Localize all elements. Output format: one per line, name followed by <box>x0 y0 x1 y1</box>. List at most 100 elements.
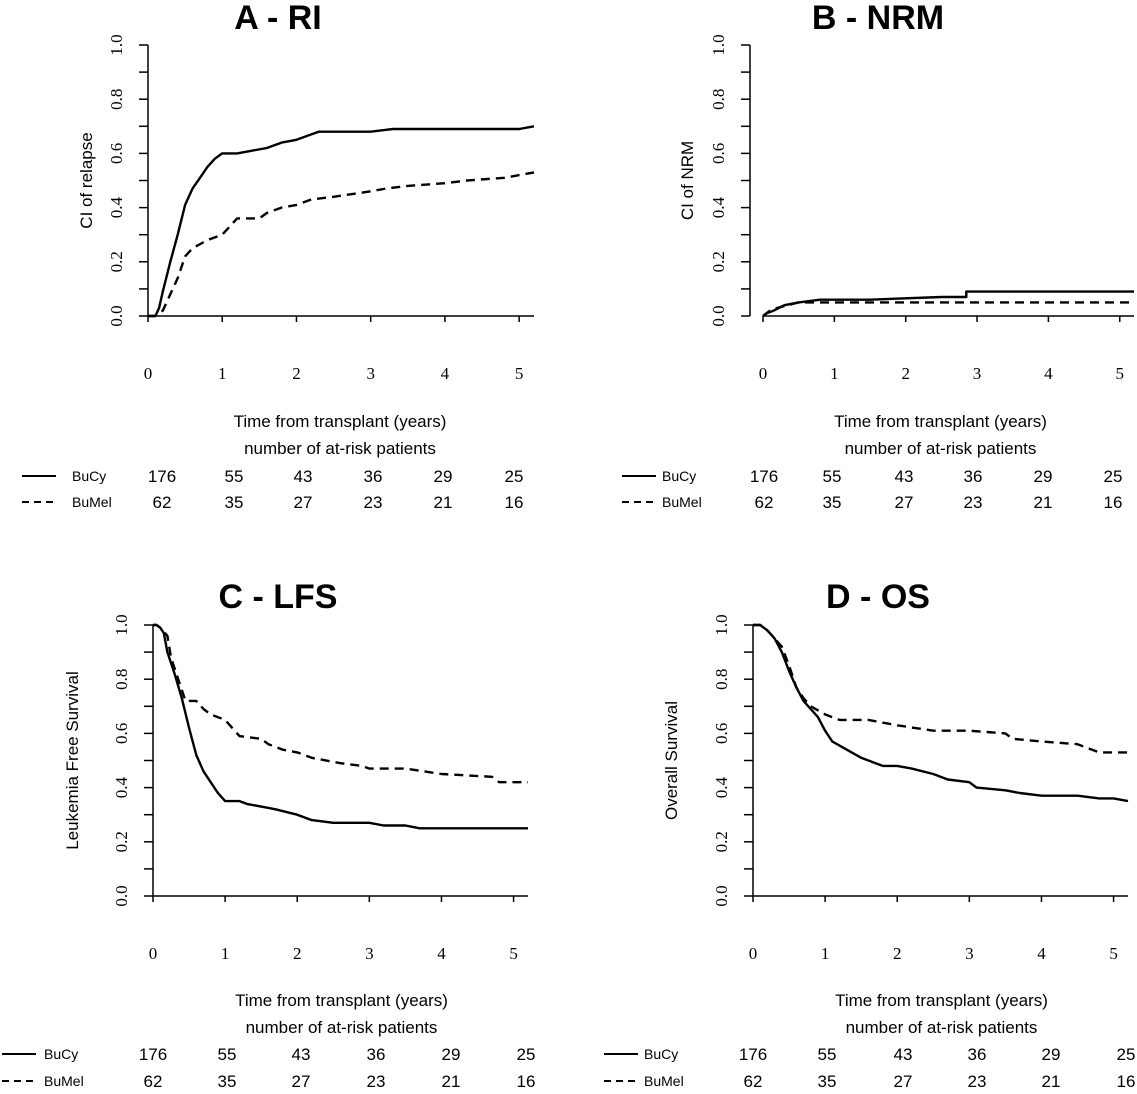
y-tick-label: 0.2 <box>709 251 728 272</box>
y-tick-label: 0.0 <box>712 885 731 906</box>
x-tick-label: 1 <box>221 944 230 963</box>
at-risk-count: 35 <box>818 1072 837 1091</box>
at-risk-count: 29 <box>434 467 453 486</box>
at-risk-count: 21 <box>442 1072 461 1091</box>
y-tick-label: 0.6 <box>112 723 131 744</box>
legend-label: BuCy <box>72 468 106 484</box>
at-risk-count: 36 <box>364 467 383 486</box>
at-risk-count: 16 <box>505 493 524 512</box>
series-line-bumel <box>153 623 528 784</box>
y-tick-label: 0.4 <box>709 196 728 218</box>
at-risk-count: 176 <box>739 1045 767 1064</box>
y-tick-label: 0.6 <box>107 143 126 164</box>
risk-table-header: number of at-risk patients <box>846 1018 1038 1037</box>
panel-a: A - RI0.00.20.40.60.81.00 1 2 3 4 5CI of rela… <box>22 0 535 512</box>
y-axis-label: Overall Survival <box>662 701 681 820</box>
series-line-bumel <box>762 301 1134 317</box>
at-risk-count: 176 <box>750 467 778 486</box>
at-risk-count: 27 <box>294 493 313 512</box>
x-tick-label: 2 <box>293 944 302 963</box>
at-risk-count: 55 <box>823 467 842 486</box>
at-risk-count: 25 <box>517 1045 536 1064</box>
at-risk-count: 43 <box>292 1045 311 1064</box>
legend-label: BuMel <box>72 494 112 510</box>
y-tick-label: 1.0 <box>712 614 731 635</box>
y-axis-label: Leukemia Free Survival <box>63 671 82 850</box>
y-axis-label: CI of NRM <box>678 141 697 220</box>
at-risk-count: 35 <box>823 493 842 512</box>
at-risk-count: 43 <box>894 1045 913 1064</box>
series-line-bucy <box>153 623 528 830</box>
x-axis-label: Time from transplant (years) <box>235 991 448 1010</box>
x-axis-label: Time from transplant (years) <box>835 991 1048 1010</box>
at-risk-count: 16 <box>1117 1072 1136 1091</box>
at-risk-count: 55 <box>218 1045 237 1064</box>
at-risk-count: 27 <box>895 493 914 512</box>
at-risk-count: 21 <box>1034 493 1053 512</box>
y-tick-label: 0.0 <box>709 305 728 326</box>
y-tick-label: 0.0 <box>107 305 126 326</box>
y-tick-label: 0.8 <box>107 89 126 110</box>
y-tick-label: 0.8 <box>709 89 728 110</box>
series-line-bucy <box>753 623 1129 803</box>
y-tick-label: 0.8 <box>712 669 731 690</box>
at-risk-count: 176 <box>148 467 176 486</box>
y-tick-label: 0.4 <box>712 776 731 798</box>
x-tick-label: 0 <box>759 364 768 383</box>
x-tick-label: 4 <box>1037 944 1046 963</box>
x-tick-label: 4 <box>437 944 446 963</box>
at-risk-count: 36 <box>968 1045 987 1064</box>
series-line-bumel <box>753 623 1128 754</box>
at-risk-count: 25 <box>505 467 524 486</box>
x-tick-label: 2 <box>292 364 301 383</box>
at-risk-count: 36 <box>367 1045 386 1064</box>
x-tick-label: 2 <box>901 364 910 383</box>
at-risk-count: 62 <box>144 1072 163 1091</box>
at-risk-count: 36 <box>964 467 983 486</box>
series-line-bucy <box>762 290 1134 317</box>
risk-table-header: number of at-risk patients <box>246 1018 438 1037</box>
x-axis-label: Time from transplant (years) <box>834 412 1047 431</box>
y-tick-label: 0.4 <box>112 776 131 798</box>
x-tick-label: 3 <box>365 944 374 963</box>
y-tick-label: 0.6 <box>709 143 728 164</box>
at-risk-count: 43 <box>294 467 313 486</box>
legend-label: BuMel <box>662 494 702 510</box>
at-risk-count: 176 <box>139 1045 167 1064</box>
panel-title: A - RI <box>234 0 322 37</box>
x-tick-label: 3 <box>366 364 375 383</box>
y-tick-label: 0.2 <box>112 831 131 852</box>
panel-title: D - OS <box>826 578 930 616</box>
legend-label: BuCy <box>644 1046 678 1062</box>
x-tick-label: 4 <box>441 364 450 383</box>
at-risk-count: 29 <box>442 1045 461 1064</box>
legend-label: BuMel <box>44 1073 84 1089</box>
x-axis-label: Time from transplant (years) <box>234 412 447 431</box>
y-axis-label: CI of relapse <box>77 132 96 228</box>
y-tick-label: 0.2 <box>107 251 126 272</box>
x-tick-label: 0 <box>749 944 758 963</box>
series-line-bumel <box>148 171 535 318</box>
at-risk-count: 62 <box>755 493 774 512</box>
at-risk-count: 16 <box>517 1072 536 1091</box>
x-tick-label: 5 <box>1115 364 1124 383</box>
at-risk-count: 62 <box>744 1072 763 1091</box>
at-risk-count: 35 <box>218 1072 237 1091</box>
y-tick-label: 1.0 <box>709 34 728 55</box>
at-risk-count: 29 <box>1042 1045 1061 1064</box>
x-tick-label: 3 <box>965 944 974 963</box>
x-tick-label: 0 <box>149 944 158 963</box>
y-tick-label: 0.4 <box>107 196 126 218</box>
x-tick-label: 4 <box>1044 364 1053 383</box>
y-tick-label: 0.2 <box>712 831 731 852</box>
x-tick-label: 1 <box>830 364 839 383</box>
legend-label: BuMel <box>644 1073 684 1089</box>
risk-table-header: number of at-risk patients <box>845 439 1037 458</box>
y-tick-label: 0.6 <box>712 723 731 744</box>
at-risk-count: 35 <box>225 493 244 512</box>
x-tick-label: 5 <box>515 364 524 383</box>
at-risk-count: 23 <box>364 493 383 512</box>
at-risk-count: 62 <box>153 493 172 512</box>
